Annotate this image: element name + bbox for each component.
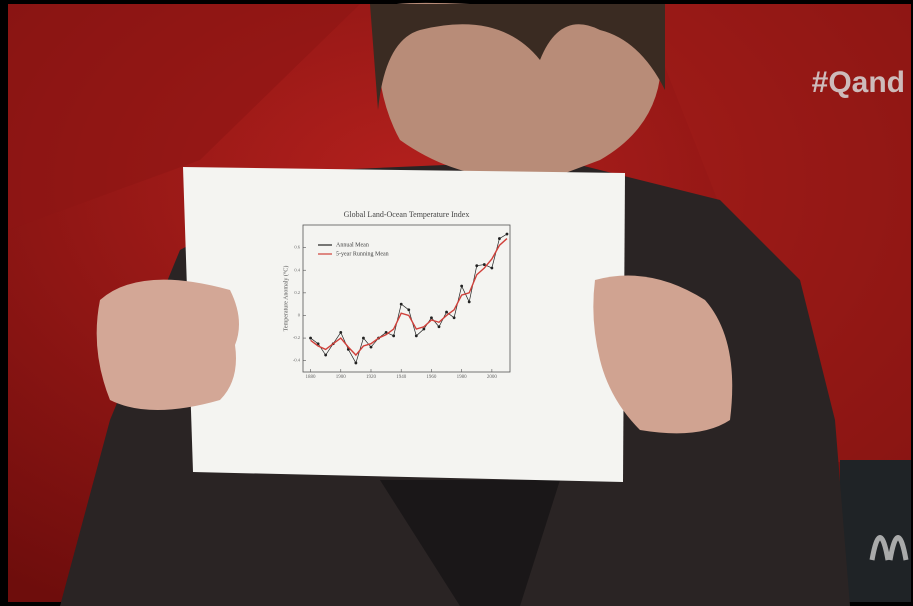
- plot-frame: [302, 224, 511, 373]
- data-point: [467, 300, 471, 304]
- data-point: [460, 284, 464, 288]
- y-tick-label: -0.2: [293, 335, 300, 340]
- data-point: [316, 342, 320, 346]
- data-point: [407, 308, 411, 312]
- data-point: [354, 361, 358, 365]
- data-point: [392, 334, 396, 338]
- hashtag-overlay: #Qand: [812, 66, 905, 99]
- data-point: [362, 336, 365, 340]
- y-tick-label: -0.4: [293, 358, 301, 363]
- data-point: [475, 264, 479, 268]
- x-tick-label: 1880: [306, 375, 317, 380]
- data-point: [399, 302, 403, 306]
- y-tick-label: 0.2: [294, 290, 300, 295]
- data-point: [452, 316, 456, 320]
- shirt: [380, 480, 560, 606]
- x-tick-label: 1940: [396, 375, 407, 380]
- data-point: [339, 331, 343, 334]
- y-tick-label: 0.4: [294, 267, 300, 272]
- y-tick-label: 0: [298, 312, 301, 317]
- series-line: [310, 238, 508, 357]
- held-chart: Global Land-Ocean Temperature Index Tempe…: [282, 210, 511, 380]
- y-axis-label: Temperature Anomaly (°C): [282, 266, 289, 332]
- data-point: [309, 336, 312, 340]
- face: [376, 2, 662, 179]
- data-point: [430, 316, 433, 320]
- chair: [840, 460, 911, 602]
- chart-title: Global Land-Ocean Temperature Index: [344, 210, 470, 219]
- paper-sheet: [183, 167, 625, 482]
- y-tick-label: 0.6: [294, 245, 300, 250]
- x-tick-label: 1900: [336, 375, 347, 380]
- backdrop-panel: [8, 4, 360, 230]
- broadcaster-logo: [869, 535, 909, 561]
- data-point: [482, 263, 486, 266]
- data-point: [324, 353, 328, 357]
- backdrop-panel: [640, 4, 911, 470]
- data-point: [490, 266, 494, 270]
- data-point: [422, 327, 426, 331]
- legend-label: Annual Mean: [336, 242, 369, 248]
- x-tick-label: 1960: [426, 375, 437, 380]
- x-tick-label: 1980: [457, 375, 468, 380]
- data-point: [498, 237, 501, 240]
- data-point: [369, 345, 373, 349]
- data-point: [414, 334, 418, 338]
- hair: [370, 4, 665, 110]
- x-tick-label: 1920: [366, 375, 377, 380]
- data-point: [384, 331, 388, 334]
- data-point: [437, 325, 441, 329]
- data-point: [445, 310, 448, 314]
- legend-label: 5-year Running Mean: [336, 251, 389, 257]
- data-point: [505, 232, 509, 236]
- right-hand: [593, 275, 733, 434]
- x-tick-label: 2000: [487, 375, 498, 380]
- left-hand: [96, 279, 240, 410]
